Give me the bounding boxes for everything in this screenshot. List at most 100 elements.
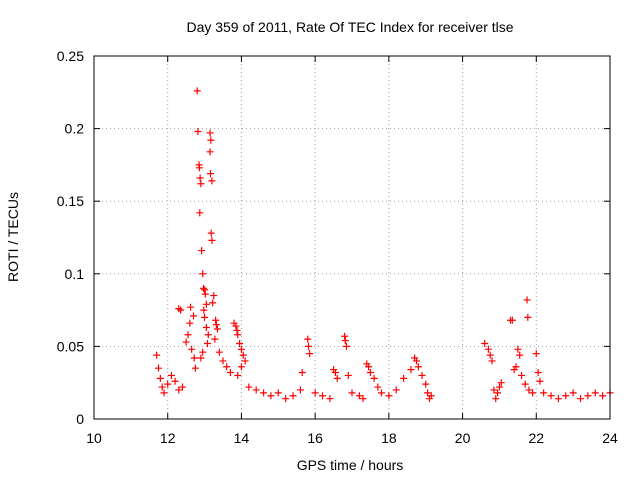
data-point	[497, 379, 505, 387]
data-point	[190, 312, 198, 320]
data-point	[207, 229, 215, 237]
data-point	[199, 348, 207, 356]
x-tick-label: 24	[602, 430, 618, 446]
data-point	[355, 392, 363, 400]
x-axis-label: GPS time / hours	[297, 457, 404, 473]
x-tick-label: 10	[86, 430, 102, 446]
data-point	[490, 386, 498, 394]
data-point	[554, 395, 562, 403]
data-point	[562, 392, 570, 400]
data-point	[529, 389, 537, 397]
data-point	[486, 351, 494, 359]
data-point	[492, 395, 500, 403]
data-point	[199, 270, 207, 278]
plot-frame	[93, 55, 611, 420]
data-point	[201, 290, 209, 298]
data-point	[540, 389, 548, 397]
data-point	[365, 363, 373, 371]
data-point	[523, 296, 531, 304]
data-point	[190, 354, 198, 362]
data-point	[319, 392, 327, 400]
data-point	[413, 357, 420, 365]
data-point	[267, 392, 275, 400]
data-point	[191, 364, 199, 372]
data-point	[422, 380, 430, 388]
data-point	[374, 383, 382, 391]
data-point	[167, 371, 175, 379]
data-point	[177, 306, 185, 314]
data-point	[204, 339, 212, 347]
data-points	[153, 87, 614, 403]
data-point	[196, 209, 204, 217]
data-point	[591, 389, 599, 397]
data-point	[234, 331, 242, 339]
data-point	[197, 354, 205, 362]
data-point	[210, 292, 218, 300]
data-point	[385, 392, 393, 400]
data-point	[377, 389, 385, 397]
data-point	[212, 321, 220, 329]
data-point	[331, 369, 339, 377]
data-point	[232, 322, 240, 330]
data-point	[305, 342, 313, 350]
data-point	[370, 374, 378, 382]
data-point	[289, 392, 297, 400]
data-point	[206, 170, 214, 178]
data-point	[197, 180, 205, 188]
data-point	[201, 286, 209, 294]
data-point	[234, 371, 242, 379]
data-point	[219, 357, 227, 365]
data-point	[326, 395, 334, 403]
data-point	[196, 174, 204, 182]
data-point	[204, 331, 212, 339]
data-point	[424, 389, 432, 397]
data-point	[178, 383, 186, 391]
data-point	[215, 348, 223, 356]
data-point	[200, 306, 208, 314]
data-point	[298, 369, 306, 377]
x-tick-label: 22	[528, 430, 544, 446]
data-point	[534, 369, 542, 377]
data-point	[206, 129, 214, 137]
data-point	[306, 350, 314, 358]
y-tick-label: 0.25	[57, 48, 84, 64]
grid-lines	[94, 56, 610, 419]
data-point	[512, 363, 520, 371]
y-axis-label: ROTI / TECUs	[5, 192, 21, 282]
data-point	[202, 324, 210, 332]
data-point	[195, 164, 203, 172]
data-point	[569, 389, 577, 397]
data-point	[158, 383, 166, 391]
data-point	[226, 369, 234, 377]
chart-title: Day 359 of 2011, Rate Of TEC Index for r…	[186, 19, 513, 35]
data-point	[418, 371, 426, 379]
data-point	[547, 392, 555, 400]
data-point	[171, 377, 179, 385]
x-tick-label: 12	[160, 430, 176, 446]
x-tick-label: 18	[381, 430, 397, 446]
data-point	[202, 300, 210, 308]
data-point	[188, 345, 196, 353]
y-tick-label: 0.15	[57, 193, 84, 209]
data-point	[274, 389, 282, 397]
data-point	[236, 339, 244, 347]
data-point	[532, 350, 540, 358]
data-point	[311, 389, 319, 397]
data-point	[207, 136, 215, 144]
data-point	[341, 332, 349, 340]
data-point	[156, 374, 164, 382]
data-point	[175, 305, 183, 313]
x-tick-label: 14	[234, 430, 250, 446]
data-point	[524, 313, 532, 321]
data-point	[407, 366, 415, 374]
data-point	[184, 331, 192, 339]
data-point	[508, 316, 516, 324]
data-point	[155, 364, 162, 372]
data-point	[241, 357, 249, 365]
data-point	[233, 326, 241, 334]
data-point	[182, 338, 190, 346]
data-point	[514, 345, 522, 353]
data-point	[392, 386, 400, 394]
data-point	[193, 87, 201, 95]
